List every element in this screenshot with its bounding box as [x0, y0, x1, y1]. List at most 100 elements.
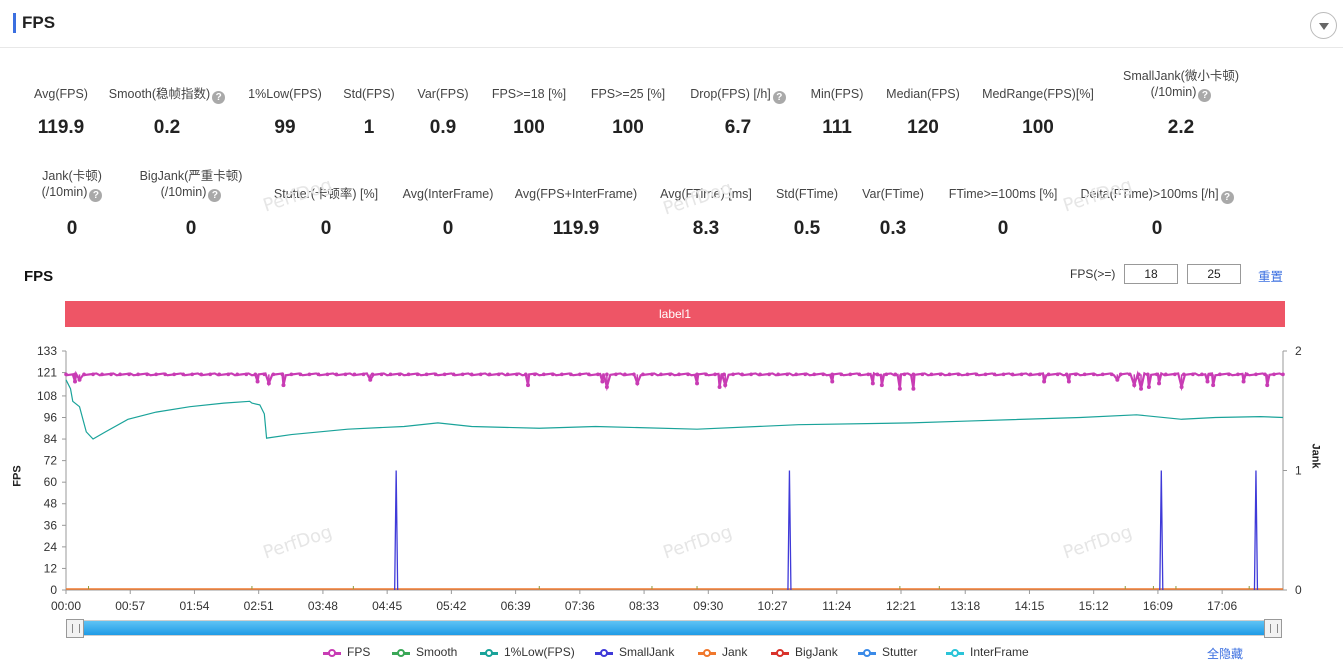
reset-button[interactable]: 重置	[1258, 270, 1284, 284]
fps-point	[560, 372, 564, 377]
fps-drop-point	[879, 383, 884, 388]
help-icon[interactable]: ?	[772, 91, 786, 104]
fps-point	[163, 372, 167, 377]
threshold-high-input[interactable]	[1187, 264, 1241, 284]
time-range-slider[interactable]	[68, 620, 1282, 636]
fps-point	[442, 372, 447, 377]
fps-point	[325, 372, 330, 377]
fps-point	[388, 372, 393, 377]
fps-point	[541, 372, 546, 377]
fps-point	[1082, 372, 1087, 377]
fps-drop-point	[897, 386, 902, 391]
threshold-low-input[interactable]	[1124, 264, 1178, 284]
legend-marker	[776, 649, 784, 657]
label-band[interactable]: label1	[65, 301, 1285, 327]
metric-label: Std(FPS)	[343, 87, 395, 101]
help-icon[interactable]: ?	[1220, 191, 1234, 204]
fps-point	[1245, 372, 1249, 377]
y-tick-label: 96	[44, 410, 58, 424]
metric-card: Median(FPS) 120	[843, 86, 1003, 138]
fps-point	[731, 372, 735, 377]
fps-point	[677, 372, 681, 377]
fps-drop-point	[1241, 379, 1246, 384]
fps-point	[1010, 372, 1015, 377]
fps-point	[794, 372, 798, 377]
metric-label: BigJank(严重卡顿)	[139, 169, 243, 183]
fps-point	[1028, 372, 1033, 377]
fps-point	[632, 372, 636, 377]
fps-point	[514, 372, 519, 377]
fps-drop-point	[1179, 384, 1184, 389]
metric-card: Jank(卡顿) (/10min)? 0	[0, 168, 152, 239]
fps-point	[875, 372, 880, 377]
metric-label: Var(FPS)	[417, 87, 469, 101]
hide-all-button[interactable]: 全隐藏	[1207, 647, 1244, 661]
x-tick-label: 02:51	[244, 599, 274, 613]
fps-point	[848, 372, 853, 377]
fps-point	[397, 372, 402, 377]
fps-point	[749, 372, 753, 377]
fps-point	[1281, 372, 1285, 377]
help-icon[interactable]: ?	[1198, 89, 1212, 102]
fps-point	[307, 372, 312, 377]
threshold-label: FPS(>=)	[1070, 267, 1116, 281]
metric-label: Stutter(卡顿率) [%]	[273, 187, 379, 201]
fps-point	[1100, 372, 1105, 377]
low-fps-series-line	[65, 379, 1284, 440]
fps-point	[91, 372, 95, 377]
fps-point	[406, 372, 411, 377]
x-tick-label: 05:42	[436, 599, 466, 613]
fps-point	[920, 372, 925, 377]
fps-point	[839, 372, 844, 377]
metric-card: Avg(FTime) [ms] 8.3	[626, 186, 786, 239]
fps-point	[614, 372, 618, 377]
fps-drop-point	[526, 383, 531, 388]
fps-point	[641, 372, 645, 377]
metric-card: 1%Low(FPS) 99	[205, 86, 365, 138]
metric-card: Stutter(卡顿率) [%] 0	[246, 186, 406, 239]
chart-title: FPS	[24, 268, 54, 285]
fps-point	[866, 372, 871, 377]
y-tick-label: 72	[44, 454, 58, 468]
collapse-toggle-button[interactable]	[1310, 12, 1337, 39]
fps-drop-point	[1066, 379, 1071, 384]
fps-drop-point	[1132, 383, 1137, 388]
fps-drop-point	[255, 379, 260, 384]
fps-point	[271, 372, 276, 377]
fps-drop-point	[266, 381, 271, 386]
metric-card: Std(FPS) 1	[289, 86, 449, 138]
section-header: FPS	[0, 0, 1343, 48]
help-icon[interactable]: ?	[89, 189, 103, 202]
metric-label-unit: (/10min)	[160, 185, 207, 199]
fps-point	[343, 372, 348, 377]
metric-card: FPS>=25 [%] 100	[548, 86, 708, 138]
metric-card: Delta(FTime)>100ms [/h]? 0	[1077, 186, 1237, 239]
fps-point	[460, 372, 465, 377]
slider-right-handle[interactable]	[1264, 619, 1282, 638]
metric-label: Min(FPS)	[810, 87, 864, 101]
fps-point	[100, 372, 104, 377]
fps-point	[1164, 372, 1168, 377]
slider-left-handle[interactable]	[66, 619, 84, 638]
help-icon[interactable]: ?	[212, 91, 226, 104]
metric-label-unit: (/10min)	[1150, 85, 1197, 99]
fps-point	[1209, 372, 1213, 377]
help-icon[interactable]: ?	[208, 189, 222, 202]
smalljank-spike	[1253, 470, 1259, 591]
x-tick-label: 03:48	[308, 599, 338, 613]
fps-drop-point	[830, 379, 835, 384]
fps-point	[415, 372, 420, 377]
fps-point	[298, 372, 303, 377]
metric-card: FTime>=100ms [%] 0	[923, 186, 1083, 239]
metric-value: 6.7	[724, 117, 752, 138]
fps-point	[812, 372, 817, 377]
fps-point	[893, 372, 898, 377]
metric-card: Min(FPS) 111	[757, 86, 917, 138]
metric-label: Var(FTime)	[862, 187, 924, 201]
fps-drop-point	[1157, 381, 1162, 386]
fps-drop-point	[1211, 383, 1216, 388]
legend-marker	[863, 649, 871, 657]
metric-label: Std(FTime)	[775, 187, 839, 201]
fps-point	[1200, 372, 1204, 377]
